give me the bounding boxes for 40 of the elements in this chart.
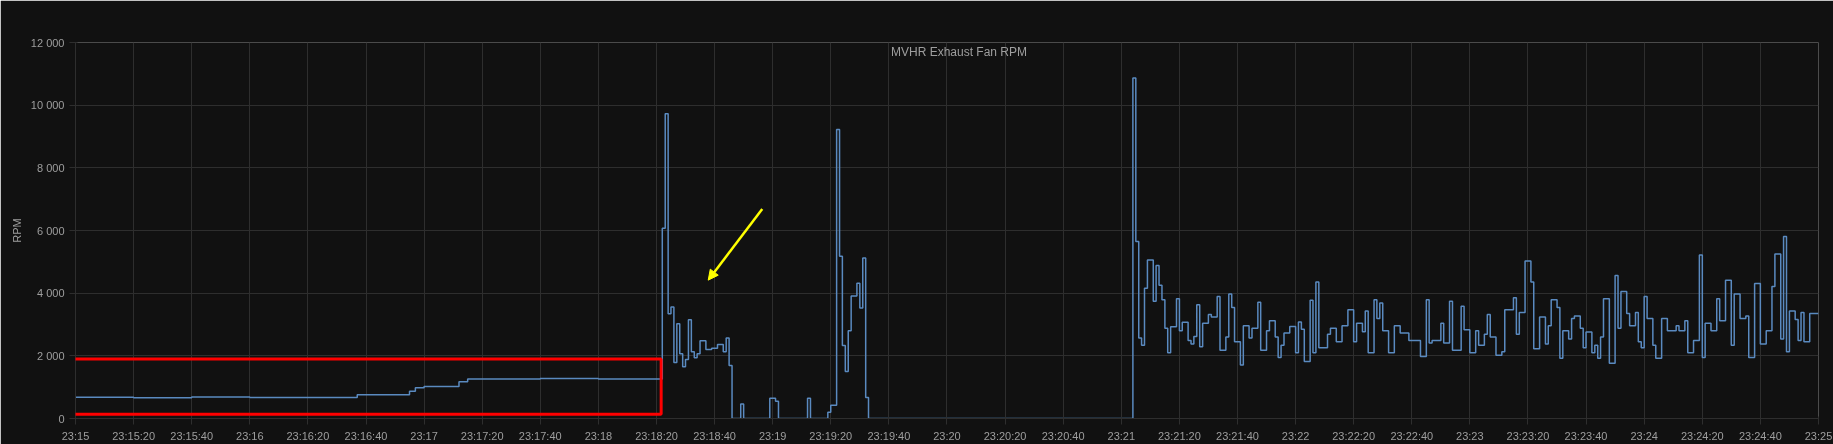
x-tick-label: 23:21 bbox=[1107, 429, 1136, 442]
x-tick-label: 23:18:40 bbox=[693, 429, 736, 442]
x-tick-label: 23:19:20 bbox=[809, 429, 853, 442]
x-tick-label: 23:22 bbox=[1281, 429, 1310, 442]
x-tick-label: 23:21:20 bbox=[1158, 429, 1201, 442]
x-tick-label: 23:23 bbox=[1456, 429, 1484, 442]
x-tick-label: 23:24:40 bbox=[1738, 429, 1782, 442]
x-tick-label: 23:22:40 bbox=[1390, 429, 1434, 442]
x-tick-label: 23:17:20 bbox=[460, 429, 504, 442]
x-tick-label: 23:23:40 bbox=[1564, 429, 1608, 442]
y-tick-label: 12 000 bbox=[30, 36, 65, 49]
text: MVHR Exhaust Fan RPM bbox=[890, 45, 1028, 59]
x-tick-label: 23:19:40 bbox=[867, 429, 911, 442]
y-tick-label: 6 000 bbox=[36, 224, 65, 237]
x-tick-label: 23:16:20 bbox=[286, 429, 330, 442]
y-axis-title: RPM bbox=[10, 218, 23, 243]
x-tick-label: 23:20 bbox=[933, 429, 961, 442]
y-tick-label: 2 000 bbox=[36, 349, 65, 362]
x-tick-label: 23:15:20 bbox=[112, 429, 156, 442]
x-tick-label: 23:16:40 bbox=[344, 429, 388, 442]
x-tick-label: 23:18 bbox=[584, 429, 613, 442]
x-tick-label: 23:25 bbox=[1804, 429, 1833, 442]
x-tick-label: 23:16 bbox=[236, 429, 264, 442]
y-tick-label: 4 000 bbox=[36, 287, 65, 300]
x-tick-label: 23:20:20 bbox=[983, 429, 1027, 442]
x-tick-label: 23:17:40 bbox=[518, 429, 562, 442]
x-tick-label: 23:23:20 bbox=[1506, 429, 1550, 442]
y-tick-label: 0 bbox=[58, 412, 65, 425]
y-tick-label: 8 000 bbox=[36, 161, 65, 174]
x-tick-label: 23:24 bbox=[1630, 429, 1658, 442]
x-tick-label: 23:17 bbox=[410, 429, 438, 442]
x-tick-label: 23:20:40 bbox=[1041, 429, 1085, 442]
x-tick-label: 23:24:20 bbox=[1680, 429, 1724, 442]
x-tick-label: 23:15:40 bbox=[170, 429, 214, 442]
x-tick-label: 23:22:20 bbox=[1332, 429, 1376, 442]
x-tick-label: 23:21:40 bbox=[1216, 429, 1259, 442]
x-tick-label: 23:19 bbox=[758, 429, 787, 442]
y-tick-label: 10 000 bbox=[30, 99, 65, 112]
x-tick-label: 23:18:20 bbox=[635, 429, 678, 442]
x-tick-label: 23:15 bbox=[61, 429, 90, 442]
